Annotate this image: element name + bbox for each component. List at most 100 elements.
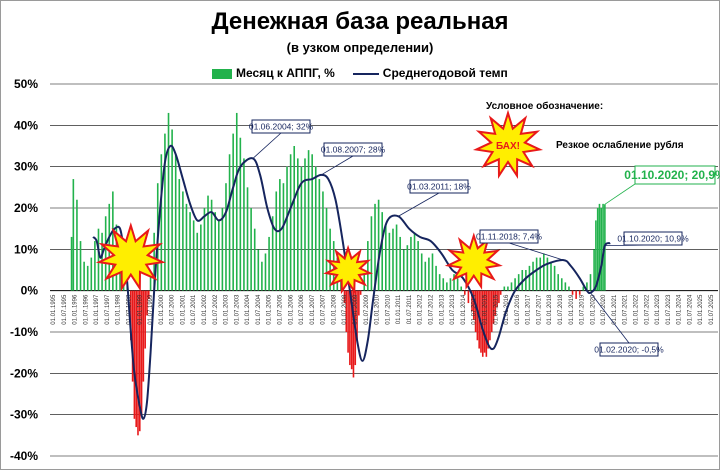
bar — [370, 216, 373, 291]
bar — [279, 179, 281, 291]
x-tick-label: 01.07.1995 — [62, 294, 68, 325]
x-tick-label: 01.07.1999 — [148, 294, 154, 325]
y-tick-label: 10% — [14, 242, 38, 256]
bar — [600, 208, 603, 291]
x-tick-label: 01.01.2014 — [461, 294, 467, 325]
x-tick-label: 01.01.1995 — [51, 294, 57, 325]
bar — [221, 208, 224, 291]
annotation-label: 01.08.2007; 28% — [321, 145, 386, 155]
x-tick-label: 01.07.2012 — [429, 294, 435, 325]
bar — [456, 278, 459, 291]
bar — [420, 253, 423, 291]
annotation-label: 01.06.2004; 32% — [249, 122, 314, 132]
bar — [449, 278, 452, 291]
x-tick-label: 01.01.2013 — [439, 294, 445, 325]
annotation-box — [634, 165, 716, 185]
bar — [358, 290, 360, 316]
bar — [582, 286, 585, 291]
x-tick-label: 01.01.2017 — [526, 294, 532, 325]
bar — [207, 195, 209, 291]
bang-marker — [444, 232, 503, 290]
bar — [253, 228, 256, 291]
conditional-legend-bang — [472, 109, 544, 179]
bar — [543, 253, 545, 291]
x-tick-label: 01.07.2021 — [623, 294, 629, 325]
bar — [374, 203, 376, 291]
bar — [359, 290, 362, 295]
legend: Месяц к АППГ, % Среднегодовой темп — [212, 66, 508, 80]
bar — [347, 290, 349, 353]
x-tick-label: 01.01.2007 — [310, 294, 316, 325]
bar — [135, 290, 137, 428]
bar — [94, 241, 96, 291]
bar — [586, 282, 588, 291]
bar — [550, 261, 552, 291]
x-tick-label: 01.07.2010 — [385, 294, 391, 325]
bar — [560, 278, 563, 291]
bar — [435, 265, 437, 291]
legend-item-line: Среднегодовой темп — [352, 66, 508, 80]
bar — [196, 232, 199, 291]
x-tick-label: 01.07.2003 — [234, 294, 240, 325]
y-tick-label: -10% — [10, 325, 38, 339]
bar — [304, 158, 306, 291]
bar — [431, 253, 434, 291]
bar — [546, 257, 549, 291]
bar — [492, 290, 495, 324]
x-tick-label: 01.07.2000 — [170, 294, 176, 325]
bar — [428, 257, 430, 291]
bar — [535, 257, 538, 291]
bar — [472, 290, 475, 320]
x-tick-label: 01.07.2004 — [256, 294, 262, 325]
x-tick-label: 01.07.2013 — [450, 294, 456, 325]
chart-subtitle: (в узком определении) — [286, 40, 434, 55]
annotation-leader — [252, 132, 282, 159]
x-tick-label: 01.01.2006 — [288, 294, 294, 325]
bar — [200, 224, 202, 291]
bar — [413, 232, 416, 291]
x-tick-label: 01.07.2014 — [472, 294, 478, 325]
bar — [275, 191, 278, 291]
legend-label-line: Среднегодовой темп — [382, 66, 508, 80]
x-tick-label: 01.01.2024 — [677, 294, 683, 325]
x-tick-label: 01.07.2008 — [342, 294, 348, 325]
bar — [185, 203, 188, 291]
bar — [510, 282, 513, 291]
bar — [257, 249, 260, 291]
x-tick-label: 01.01.2025 — [698, 294, 704, 325]
bar — [232, 133, 234, 291]
bar — [228, 154, 231, 291]
bar — [286, 166, 288, 291]
bar — [297, 158, 299, 291]
bar — [343, 290, 346, 304]
x-tick-label: 01.07.1997 — [105, 294, 111, 325]
annotation-label: 01.03.2011; 18% — [407, 182, 471, 192]
bar — [474, 290, 477, 332]
bar — [532, 261, 534, 291]
x-tick-label: 01.01.2011 — [396, 294, 402, 324]
bar — [314, 166, 317, 291]
x-tick-label: 01.01.2019 — [569, 294, 575, 325]
bar — [72, 179, 75, 291]
bar — [182, 191, 184, 291]
annotation-leader — [320, 155, 354, 176]
bar — [322, 191, 324, 291]
bar — [345, 290, 348, 332]
bar — [568, 286, 570, 291]
bar — [564, 282, 567, 291]
x-tick-label: 01.01.2023 — [655, 294, 661, 325]
x-tick-label: 01.07.2025 — [709, 294, 715, 325]
legend-swatch-line — [352, 72, 379, 75]
y-tick-label: 50% — [14, 77, 38, 91]
bar — [189, 212, 191, 291]
x-tick-label: 01.07.2017 — [536, 294, 542, 325]
x-tick-label: 01.07.2024 — [687, 294, 693, 325]
bar — [164, 133, 166, 291]
bar — [130, 290, 132, 341]
bar — [410, 236, 412, 291]
x-tick-label: 01.01.2021 — [612, 294, 618, 325]
bar — [402, 249, 405, 291]
bang-marker — [323, 244, 374, 295]
annotation-leader — [590, 292, 630, 344]
